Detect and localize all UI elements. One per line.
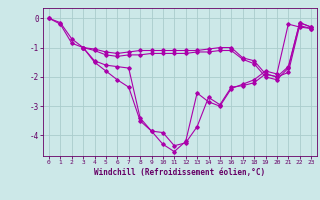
X-axis label: Windchill (Refroidissement éolien,°C): Windchill (Refroidissement éolien,°C)	[94, 168, 266, 177]
